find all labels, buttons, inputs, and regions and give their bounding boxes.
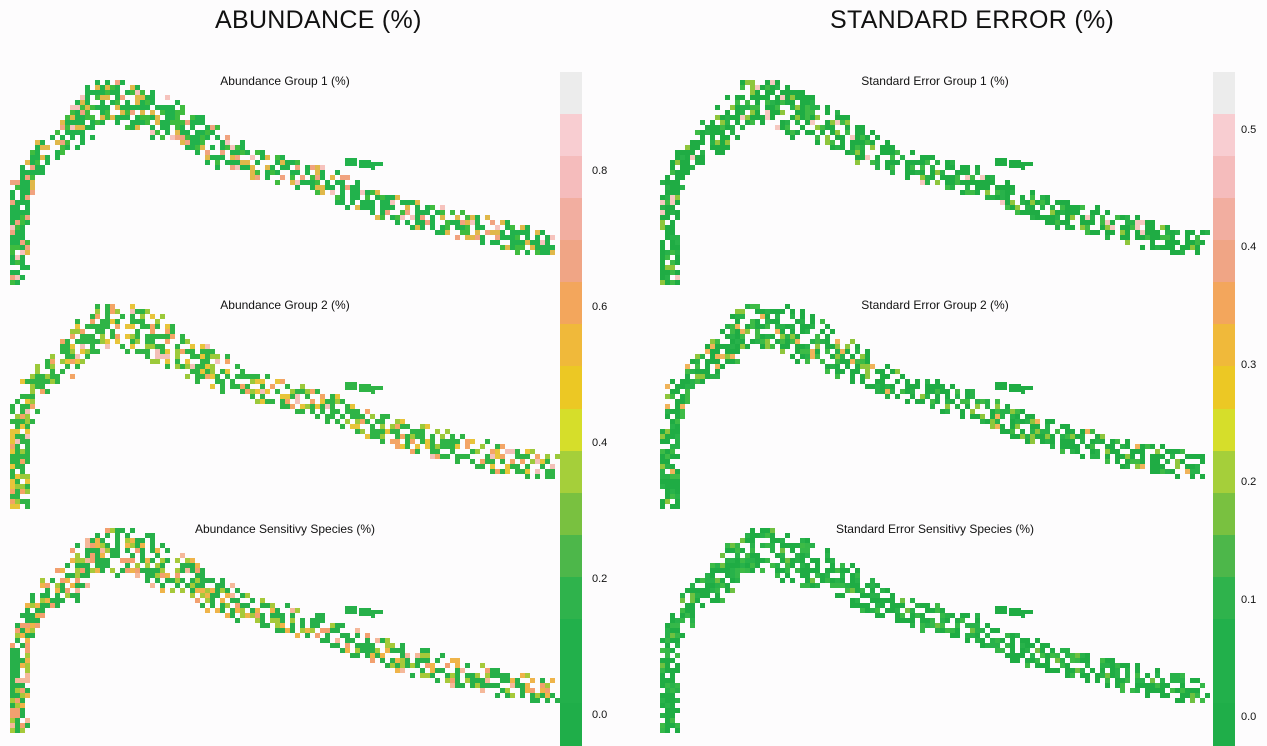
- legend-tick-label: 0.0: [592, 709, 608, 721]
- standard-error-color-legend: 0.5 0.4 0.3 0.2 0.1 0.0: [1213, 72, 1256, 746]
- map-title: Abundance Group 1 (%): [220, 74, 350, 88]
- legend-color-step: [1213, 198, 1235, 241]
- legend-color-step: [1213, 324, 1235, 368]
- legend-color-step: [560, 702, 582, 746]
- legend-color-step: [1213, 114, 1235, 157]
- abundance-heading: ABUNDANCE (%): [215, 6, 422, 34]
- map-title: Standard Error Group 1 (%): [861, 74, 1009, 88]
- region-map-graphic: [660, 80, 1210, 285]
- region-map-graphic: [10, 528, 560, 733]
- legend-color-step: [560, 576, 582, 620]
- legend-color-step: [1213, 156, 1235, 199]
- legend-color-bar: [560, 72, 582, 746]
- region-map-graphic: [10, 304, 560, 509]
- region-map-graphic: [10, 80, 555, 285]
- legend-tick-label: 0.2: [592, 573, 608, 585]
- legend-color-step: [560, 282, 582, 325]
- map-title: Standard Error Sensitivy Species (%): [835, 522, 1035, 536]
- legend-color-step: [1213, 240, 1235, 283]
- legend-color-step: [1213, 534, 1235, 578]
- legend-tick-label: 0.1: [1241, 594, 1257, 606]
- legend-color-step: [560, 450, 582, 494]
- legend-color-step: [560, 366, 582, 410]
- legend-color-step: [1213, 492, 1235, 536]
- legend-tick-label: 0.4: [1241, 241, 1257, 253]
- legend-tick-label: 0.3: [1241, 359, 1257, 371]
- abundance-color-legend: 0.8 0.6 0.4 0.2 0.0: [560, 72, 607, 746]
- legend-tick-label: 0.4: [592, 437, 608, 449]
- standard-error-group-1-map: Standard Error Group 1 (%): [655, 70, 1215, 285]
- region-map-graphic: [660, 304, 1205, 509]
- legend-color-step: [560, 72, 582, 115]
- map-title: Abundance Group 2 (%): [220, 298, 350, 312]
- legend-color-step: [1213, 618, 1235, 662]
- legend-tick-label: 0.5: [1241, 124, 1257, 136]
- region-map-graphic: [660, 528, 1210, 733]
- legend-color-step: [560, 408, 582, 452]
- legend-color-step: [560, 324, 582, 368]
- legend-color-step: [1213, 450, 1235, 494]
- abundance-group-2-map: Abundance Group 2 (%): [5, 294, 565, 509]
- standard-error-group-2-map: Standard Error Group 2 (%): [655, 294, 1215, 509]
- legend-color-step: [560, 618, 582, 662]
- map-title: Abundance Sensitivy Species (%): [194, 522, 376, 536]
- abundance-group-1-map: Abundance Group 1 (%): [5, 70, 565, 285]
- standard-error-sensitivy-species-map: Standard Error Sensitivy Species (%): [655, 518, 1215, 733]
- legend-color-step: [1213, 72, 1235, 115]
- legend-tick-label: 0.0: [1241, 711, 1257, 723]
- legend-color-step: [560, 198, 582, 241]
- legend-color-bar: [1213, 72, 1235, 746]
- legend-color-step: [560, 492, 582, 536]
- legend-color-step: [560, 114, 582, 157]
- legend-color-step: [1213, 702, 1235, 746]
- legend-color-step: [1213, 576, 1235, 620]
- legend-tick-label: 0.6: [592, 301, 608, 313]
- legend-tick-label: 0.2: [1241, 476, 1257, 488]
- abundance-sensitivy-species-map: Abundance Sensitivy Species (%): [5, 518, 565, 733]
- legend-tick-label: 0.8: [592, 165, 608, 177]
- legend-color-step: [1213, 660, 1235, 704]
- legend-color-step: [1213, 408, 1235, 452]
- standard-error-heading: STANDARD ERROR (%): [830, 6, 1115, 34]
- legend-color-step: [560, 660, 582, 704]
- legend-color-step: [1213, 282, 1235, 325]
- legend-color-step: [560, 240, 582, 283]
- map-title: Standard Error Group 2 (%): [861, 298, 1009, 312]
- legend-color-step: [560, 534, 582, 578]
- legend-color-step: [1213, 366, 1235, 410]
- legend-color-step: [560, 156, 582, 199]
